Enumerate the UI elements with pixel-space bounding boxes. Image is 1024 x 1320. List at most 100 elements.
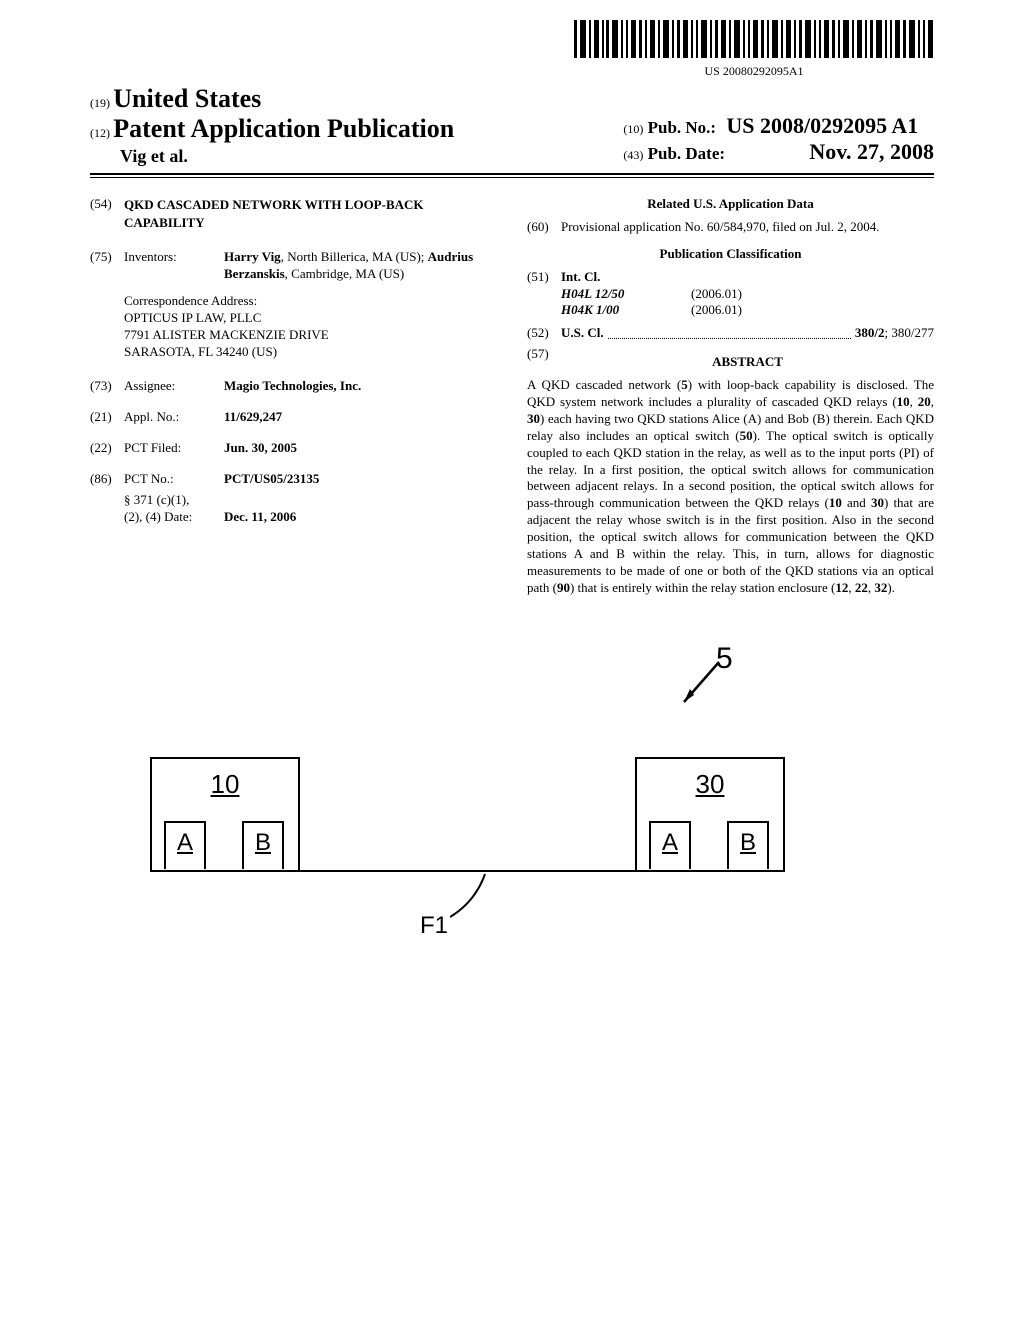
code-43: (43) [623,148,643,162]
barcode-area: US 20080292095A1 [90,20,934,79]
title-block: (54) QKD CASCADED NETWORK WITH LOOP-BACK… [90,196,497,231]
header-left: (19) United States (12) Patent Applicati… [90,84,454,167]
code-86b [90,492,124,526]
station-a: A [649,821,691,869]
uscl-value: 380/2; 380/277 [855,325,934,342]
bibliographic-columns: (54) QKD CASCADED NETWORK WITH LOOP-BACK… [90,196,934,597]
relay-box-30: 30 A B [635,757,785,872]
correspondence-line3: SARASOTA, FL 34240 (US) [124,344,497,361]
dotted-leader [608,325,851,339]
pctfiled-label: PCT Filed: [124,440,224,457]
abstract-heading: ABSTRACT [561,354,934,371]
relay-box-10: 10 A B [150,757,300,872]
abstract-heading-row: (57) ABSTRACT [527,346,934,377]
s371-label: § 371 (c)(1), (2), (4) Date: [124,492,224,526]
assignee-label: Assignee: [124,378,224,395]
intcl-code-1: H04L 12/50 [561,286,691,303]
uscl-bold: 380/2 [855,325,885,340]
code-21: (21) [90,409,124,426]
f1-leader [450,872,510,922]
code-86: (86) [90,471,124,488]
correspondence-line2: 7791 ALISTER MACKENZIE DRIVE [124,327,497,344]
pctno-label: PCT No.: [124,471,224,488]
left-column: (54) QKD CASCADED NETWORK WITH LOOP-BACK… [90,196,497,597]
intcl-row: (51) Int. Cl. H04L 12/50 (2006.01) H04K … [527,269,934,320]
reference-arrow-5: 5 [674,657,734,715]
correspondence-label: Correspondence Address: [124,293,497,310]
code-60: (60) [527,219,561,236]
barcode-number: US 20080292095A1 [574,64,934,79]
pctno-value: PCT/US05/23135 [224,471,319,486]
station-b-label: B [255,829,271,856]
pubdate-value: Nov. 27, 2008 [809,139,934,164]
country: United States [113,84,261,113]
s371-label2: (2), (4) Date: [124,509,224,526]
intcl-ver-1: (2006.01) [691,286,742,303]
pubno-label: Pub. No.: [648,118,716,137]
publication-type: Patent Application Publication [113,114,454,143]
s371-label1: § 371 (c)(1), [124,492,224,509]
related-heading: Related U.S. Application Data [527,196,934,213]
pctno-row: (86) PCT No.: PCT/US05/23135 [90,471,497,488]
barcode-bars [574,20,934,58]
code-22: (22) [90,440,124,457]
s371-row: § 371 (c)(1), (2), (4) Date: Dec. 11, 20… [90,492,497,526]
code-75: (75) [90,249,124,283]
correspondence-block: Correspondence Address: OPTICUS IP LAW, … [124,293,497,361]
uscl-rest: ; 380/277 [885,325,934,340]
station-b-label: B [740,829,756,856]
station-b: B [242,821,284,869]
intcl-item: H04L 12/50 (2006.01) [561,286,742,303]
barcode: US 20080292095A1 [574,20,934,79]
uscl-label: U.S. Cl. [561,325,604,342]
reference-5: 5 [716,642,733,676]
station-a-label: A [177,829,193,856]
provisional-text: Provisional application No. 60/584,970, … [561,219,934,236]
code-73: (73) [90,378,124,395]
provisional-row: (60) Provisional application No. 60/584,… [527,219,934,236]
pubdate-label: Pub. Date: [648,144,725,163]
code-10: (10) [623,122,643,136]
pctfiled-value: Jun. 30, 2005 [224,440,297,455]
code-54: (54) [90,196,124,231]
inventor2-rest: , Cambridge, MA (US) [285,266,405,281]
invention-title: QKD CASCADED NETWORK WITH LOOP-BACK CAPA… [124,196,497,231]
applno-label: Appl. No.: [124,409,224,426]
figure: 5 10 A B 30 A B F1 [90,657,934,957]
inventors-value: Harry Vig, North Billerica, MA (US); Aud… [224,249,497,283]
pubno-value: US 2008/0292095 A1 [726,113,918,138]
code-52: (52) [527,325,561,342]
intcl-ver-2: (2006.01) [691,302,742,319]
separator-thick [90,173,934,175]
figure-label-f1: F1 [420,912,448,940]
header: (19) United States (12) Patent Applicati… [90,84,934,167]
pctfiled-row: (22) PCT Filed: Jun. 30, 2005 [90,440,497,457]
assignee-value: Magio Technologies, Inc. [224,378,361,393]
uscl-row: (52) U.S. Cl. 380/2; 380/277 [527,325,934,342]
intcl-code-2: H04K 1/00 [561,302,691,319]
separator-thin [90,177,934,178]
intcl-list: Int. Cl. H04L 12/50 (2006.01) H04K 1/00 … [561,269,742,320]
code-12: (12) [90,126,110,140]
code-51: (51) [527,269,561,320]
intcl-item: H04K 1/00 (2006.01) [561,302,742,319]
pubclass-heading: Publication Classification [527,246,934,263]
assignee-row: (73) Assignee: Magio Technologies, Inc. [90,378,497,395]
inventor1-rest: , North Billerica, MA (US); [281,249,428,264]
applno-value: 11/629,247 [224,409,282,424]
correspondence-line1: OPTICUS IP LAW, PLLC [124,310,497,327]
station-a: A [164,821,206,869]
code-19: (19) [90,96,110,110]
authors-line: Vig et al. [120,146,454,167]
relay-label-10: 10 [211,769,240,800]
right-column: Related U.S. Application Data (60) Provi… [527,196,934,597]
inventors-row: (75) Inventors: Harry Vig, North Billeri… [90,249,497,283]
station-b: B [727,821,769,869]
patent-page: US 20080292095A1 (19) United States (12)… [0,0,1024,1320]
inventor1-name: Harry Vig [224,249,281,264]
applno-row: (21) Appl. No.: 11/629,247 [90,409,497,426]
abstract-text: A QKD cascaded network (5) with loop-bac… [527,377,934,597]
header-right: (10) Pub. No.: US 2008/0292095 A1 (43) P… [623,113,934,167]
relay-label-30: 30 [696,769,725,800]
s371-value: Dec. 11, 2006 [224,509,296,524]
